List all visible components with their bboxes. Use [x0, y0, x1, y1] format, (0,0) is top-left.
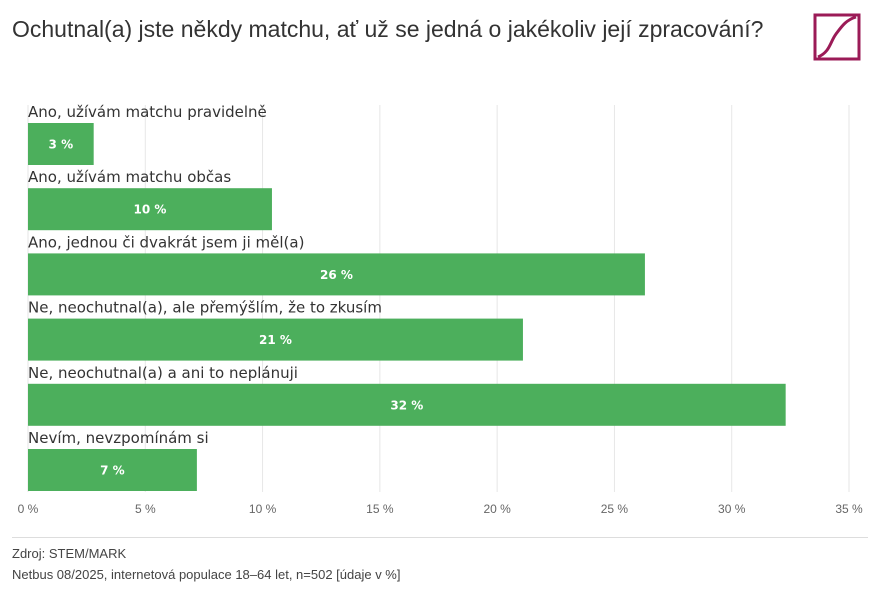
source-text: Zdroj: STEM/MARK [12, 546, 127, 561]
data-label: 21 % [259, 333, 292, 347]
x-tick-label: 15 % [366, 502, 394, 516]
data-label: 32 % [390, 398, 423, 412]
x-tick-label: 25 % [601, 502, 629, 516]
x-tick-label: 5 % [135, 502, 156, 516]
bar [28, 123, 94, 165]
bar [28, 383, 786, 426]
bar [28, 318, 523, 361]
footer-divider [12, 537, 868, 538]
category-label: Nevím, nevzpomínám si [28, 429, 209, 447]
data-label: 7 % [100, 464, 125, 478]
x-tick-label: 10 % [249, 502, 277, 516]
x-tick-label: 30 % [718, 502, 746, 516]
x-tick-label: 35 % [835, 502, 863, 516]
data-label: 26 % [320, 268, 353, 282]
category-label: Ano, jednou či dvakrát jsem ji měl(a) [28, 233, 304, 251]
data-label: 10 % [134, 203, 167, 217]
bar [28, 449, 197, 491]
data-label: 3 % [49, 138, 74, 152]
chart-title: Ochutnal(a) jste někdy matchu, ať už se … [12, 16, 764, 42]
note-text: Netbus 08/2025, internetová populace 18–… [12, 567, 401, 582]
category-label: Ano, užívám matchu občas [28, 168, 231, 186]
category-label: Ne, neochutnal(a) a ani to neplánuji [28, 364, 298, 382]
category-label: Ano, užívám matchu pravidelně [28, 103, 267, 121]
stem-mark-logo [813, 13, 861, 61]
x-tick-label: 0 % [18, 502, 39, 516]
x-tick-label: 20 % [483, 502, 511, 516]
bar [28, 188, 272, 231]
bar [28, 253, 645, 296]
category-label: Ne, neochutnal(a), ale přemýšlím, že to … [28, 299, 382, 317]
bar-chart: 0 % 5 % 10 % 15 % 20 % 25 % 30 % 35 % Ano, užívá… [18, 103, 863, 516]
